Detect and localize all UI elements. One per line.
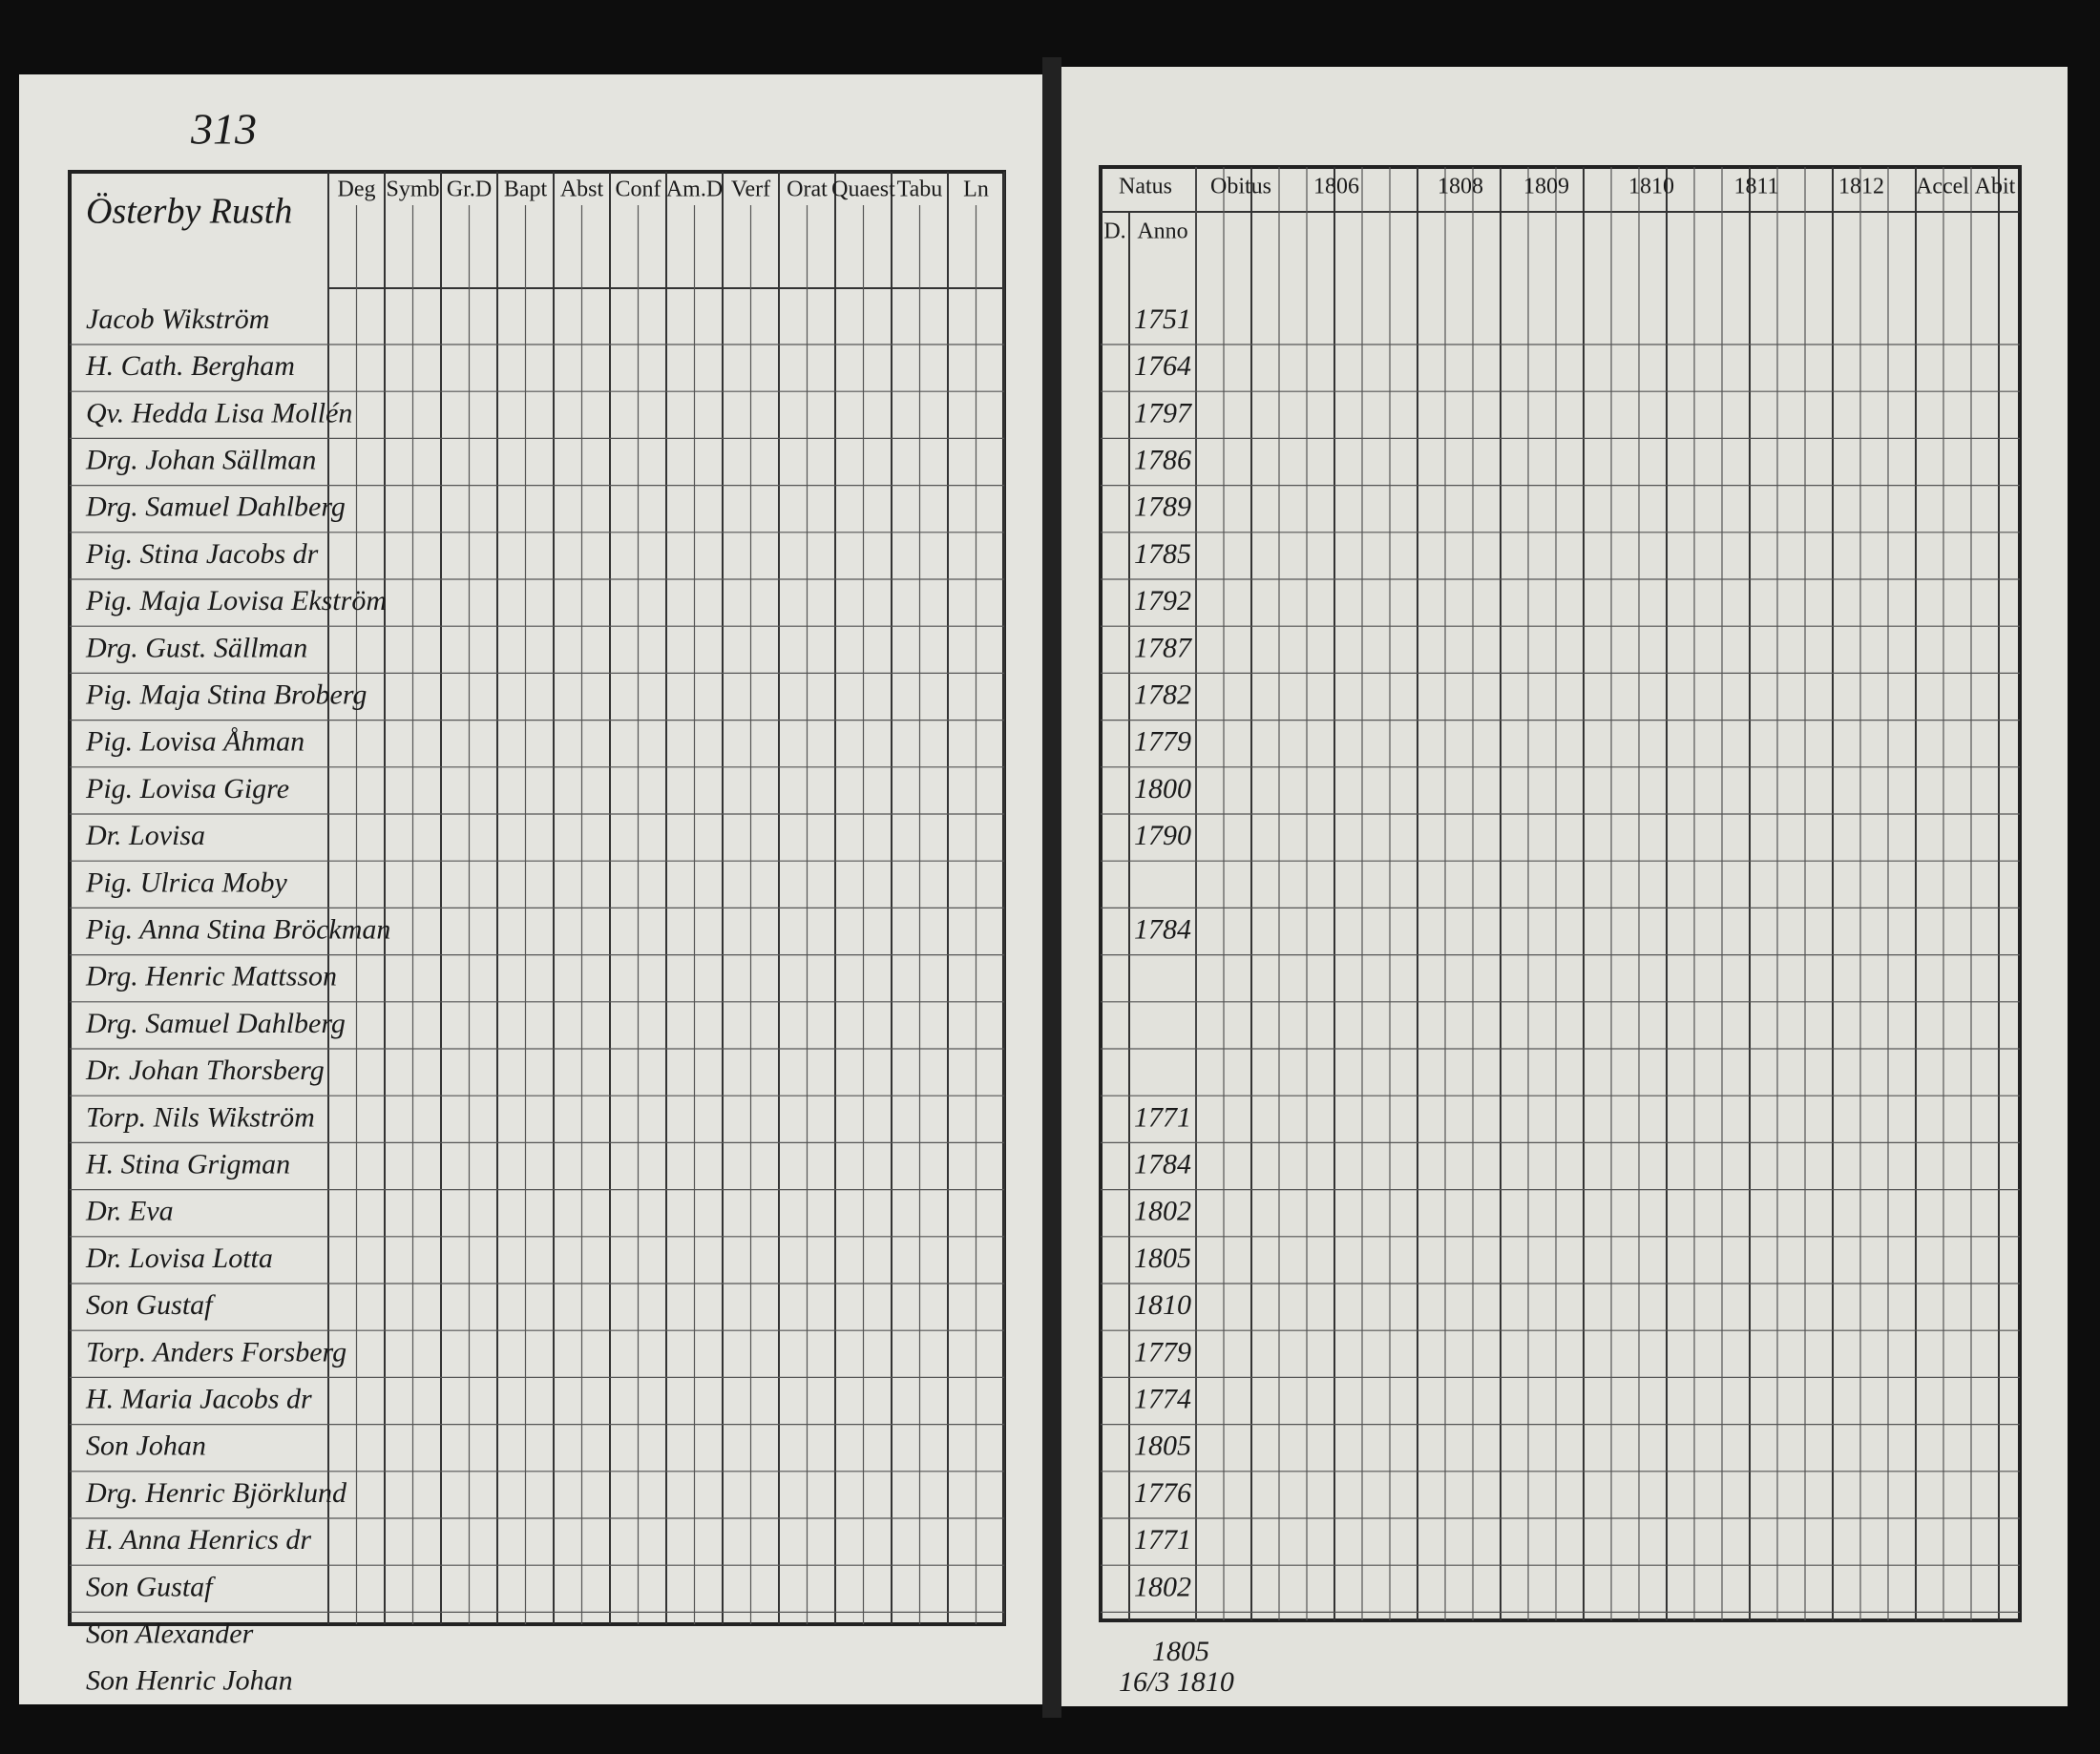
right-page	[1058, 67, 2068, 1706]
entry-name: Drg. Henric Björklund	[85, 1477, 347, 1509]
column-header: Bapt	[504, 177, 548, 202]
column-header: Verf	[731, 177, 770, 202]
birth-year: 1802	[1134, 1196, 1191, 1227]
column-header: Obitus	[1210, 175, 1271, 199]
entry-name: H. Cath. Bergham	[85, 350, 295, 382]
note: 1805	[1152, 1636, 1209, 1667]
note: 16/3 1810	[1119, 1666, 1234, 1698]
column-header: Am.D	[666, 177, 723, 202]
right-table-frame	[1099, 165, 2022, 1622]
entry-name: Dr. Johan Thorsberg	[85, 1054, 325, 1086]
column-header: Deg	[338, 177, 376, 202]
birth-year: 1782	[1134, 679, 1191, 710]
entry-name: Pig. Maja Stina Broberg	[85, 679, 367, 710]
birth-year: 1779	[1134, 726, 1191, 758]
birth-year: 1786	[1134, 444, 1191, 475]
birth-year: 1774	[1134, 1383, 1191, 1414]
birth-year: 1797	[1134, 397, 1193, 428]
left-page	[19, 74, 1045, 1704]
birth-year: 1771	[1134, 1524, 1191, 1556]
column-header: Accel	[1916, 175, 1969, 199]
birth-year: 1805	[1134, 1430, 1191, 1462]
entry-name: Dr. Eva	[85, 1196, 174, 1227]
gutter	[1042, 57, 1061, 1718]
column-header: 1811	[1733, 175, 1778, 199]
entry-name: Dr. Lovisa	[85, 820, 205, 851]
sub-header: D.	[1103, 219, 1125, 244]
birth-year: 1776	[1134, 1477, 1191, 1509]
entry-name: Son Henric Johan	[86, 1665, 293, 1697]
entry-name: Drg. Henric Mattsson	[85, 961, 337, 992]
entry-name: Qv. Hedda Lisa Mollén	[86, 397, 352, 428]
column-header: Symb	[386, 177, 439, 202]
entry-name: Jacob Wikström	[86, 303, 269, 335]
column-header: 1810	[1628, 175, 1674, 199]
birth-year: 1771	[1134, 1101, 1191, 1133]
page-number: 313	[190, 105, 257, 154]
entry-name: Son Gustaf	[86, 1289, 216, 1321]
column-header: Abst	[560, 177, 604, 202]
birth-year: 1790	[1134, 820, 1191, 851]
entry-name: H. Stina Grigman	[85, 1148, 290, 1180]
column-header: 1808	[1438, 175, 1483, 199]
entry-name: Dr. Lovisa Lotta	[85, 1242, 273, 1274]
entry-name: Torp. Anders Forsberg	[86, 1336, 346, 1368]
entry-name: H. Maria Jacobs dr	[85, 1383, 312, 1414]
column-header: 1806	[1313, 175, 1359, 199]
entry-name: Pig. Anna Stina Bröckman	[85, 913, 390, 945]
sub-header: Anno	[1137, 219, 1187, 244]
column-header: Ln	[963, 177, 989, 202]
column-header: Abit	[1975, 175, 2016, 199]
birth-year: 1810	[1134, 1289, 1191, 1321]
entry-name: Drg. Samuel Dahlberg	[85, 1008, 346, 1039]
birth-year: 1805	[1134, 1242, 1191, 1274]
entry-name: Son Alexander	[86, 1618, 254, 1649]
birth-year: 1802	[1134, 1571, 1191, 1602]
entry-name: Son Gustaf	[86, 1571, 216, 1602]
column-header: Conf	[616, 177, 662, 202]
birth-year: 1784	[1134, 913, 1191, 945]
entry-name: Pig. Ulrica Moby	[85, 867, 287, 898]
entry-name: Drg. Johan Sällman	[85, 444, 316, 475]
column-header: Quaest	[831, 177, 895, 202]
village-name: Österby Rusth	[86, 192, 292, 232]
column-header: Natus	[1119, 175, 1172, 199]
column-header: 1812	[1838, 175, 1884, 199]
entry-name: H. Anna Henrics dr	[85, 1524, 311, 1556]
birth-year: 1751	[1134, 303, 1191, 335]
birth-year: 1785	[1134, 538, 1191, 570]
birth-year: 1792	[1134, 585, 1191, 616]
entry-name: Pig. Maja Lovisa Ekström	[85, 585, 387, 616]
entry-name: Torp. Nils Wikström	[86, 1101, 315, 1133]
entry-name: Pig. Lovisa Åhman	[85, 726, 304, 758]
column-header: Gr.D	[447, 177, 492, 202]
column-header: Orat	[787, 177, 828, 202]
entry-name: Pig. Lovisa Gigre	[85, 773, 289, 804]
birth-year: 1764	[1134, 350, 1191, 382]
column-header: Tabu	[897, 177, 943, 202]
entry-name: Drg. Gust. Sällman	[85, 632, 307, 663]
column-header: 1809	[1523, 175, 1569, 199]
entry-name: Pig. Stina Jacobs dr	[85, 538, 319, 570]
birth-year: 1800	[1134, 773, 1191, 804]
birth-year: 1779	[1134, 1336, 1191, 1368]
birth-year: 1787	[1134, 632, 1193, 663]
entry-name: Drg. Samuel Dahlberg	[85, 491, 346, 523]
entry-name: Son Johan	[86, 1430, 206, 1462]
birth-year: 1789	[1134, 491, 1191, 523]
birth-year: 1784	[1134, 1148, 1191, 1180]
